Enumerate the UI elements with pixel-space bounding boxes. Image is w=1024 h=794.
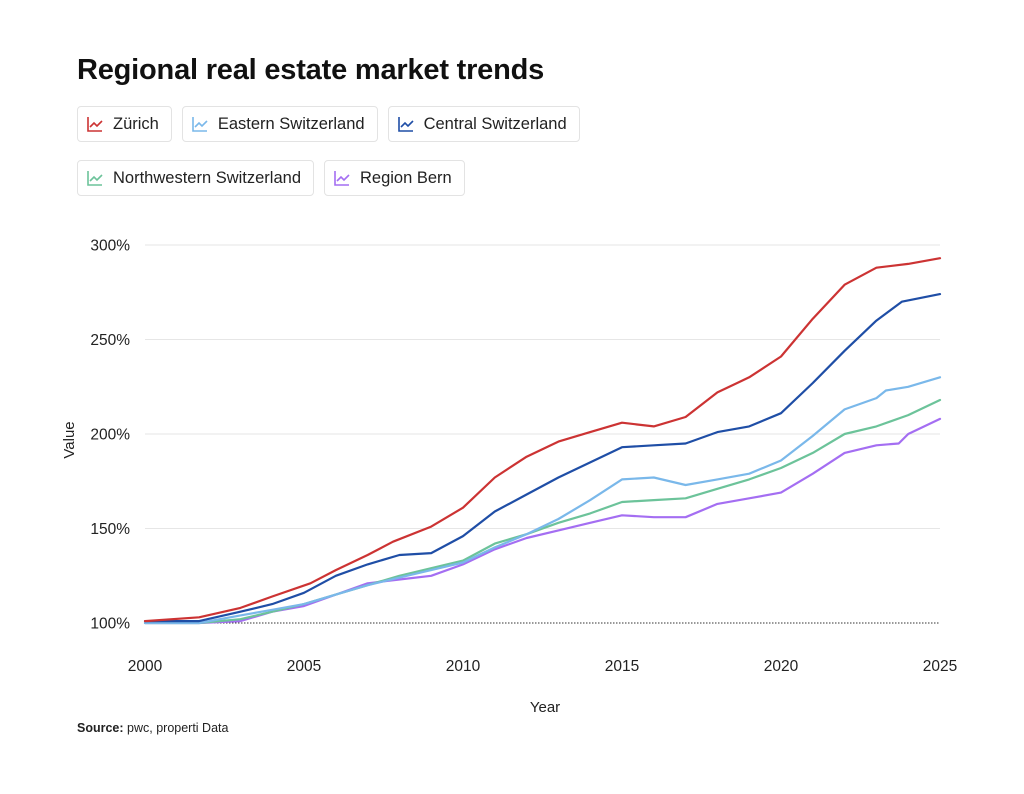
y-tick-label: 100% xyxy=(90,616,130,633)
legend-label: Region Bern xyxy=(360,168,452,187)
line-chart-icon xyxy=(397,117,414,132)
legend-item-northwestern-switzerland[interactable]: Northwestern Switzerland xyxy=(77,160,314,196)
chart-title: Regional real estate market trends xyxy=(77,54,545,86)
legend-label: Central Switzerland xyxy=(423,114,567,133)
y-tick-label: 250% xyxy=(90,332,130,349)
y-tick-label: 200% xyxy=(90,427,130,444)
legend-item-eastern-switzerland[interactable]: Eastern Switzerland xyxy=(181,106,378,142)
source-label: Source: xyxy=(77,721,124,735)
line-chart-icon xyxy=(334,171,350,186)
y-tick-label: 150% xyxy=(90,521,130,538)
series-line-central-switzerland xyxy=(143,293,942,623)
legend-item-region-bern[interactable]: Region Bern xyxy=(324,160,465,196)
x-tick-label: 2015 xyxy=(605,658,639,675)
series-line-region-bern xyxy=(143,417,942,625)
series-line-zurich xyxy=(143,257,942,623)
legend-item-zurich[interactable]: Zürich xyxy=(77,106,172,142)
legend-label: Eastern Switzerland xyxy=(217,114,365,133)
x-tick-label: 2020 xyxy=(764,658,799,675)
source-text: pwc, properti Data xyxy=(127,721,229,735)
series-line-northwestern-switzerland xyxy=(143,398,942,625)
y-tick-label: 300% xyxy=(90,238,130,255)
x-tick-label: 2010 xyxy=(446,658,481,675)
line-chart-icon xyxy=(87,117,103,132)
legend: Zürich Eastern Switzerland Central Switz… xyxy=(77,106,697,196)
series-line-eastern-switzerland xyxy=(143,376,942,625)
x-axis-label: Year xyxy=(530,699,560,716)
x-tick-label: 2005 xyxy=(287,658,321,675)
x-tick-label: 2000 xyxy=(128,658,163,675)
line-chart-icon xyxy=(192,117,208,132)
line-chart-icon xyxy=(87,171,103,186)
legend-item-central-switzerland[interactable]: Central Switzerland xyxy=(387,106,580,142)
y-axis-label: Value xyxy=(61,421,78,458)
x-tick-label: 2025 xyxy=(923,658,957,675)
legend-label: Northwestern Switzerland xyxy=(113,168,301,187)
legend-label: Zürich xyxy=(113,114,159,133)
source-note: Source: pwc, properti Data xyxy=(77,721,228,735)
